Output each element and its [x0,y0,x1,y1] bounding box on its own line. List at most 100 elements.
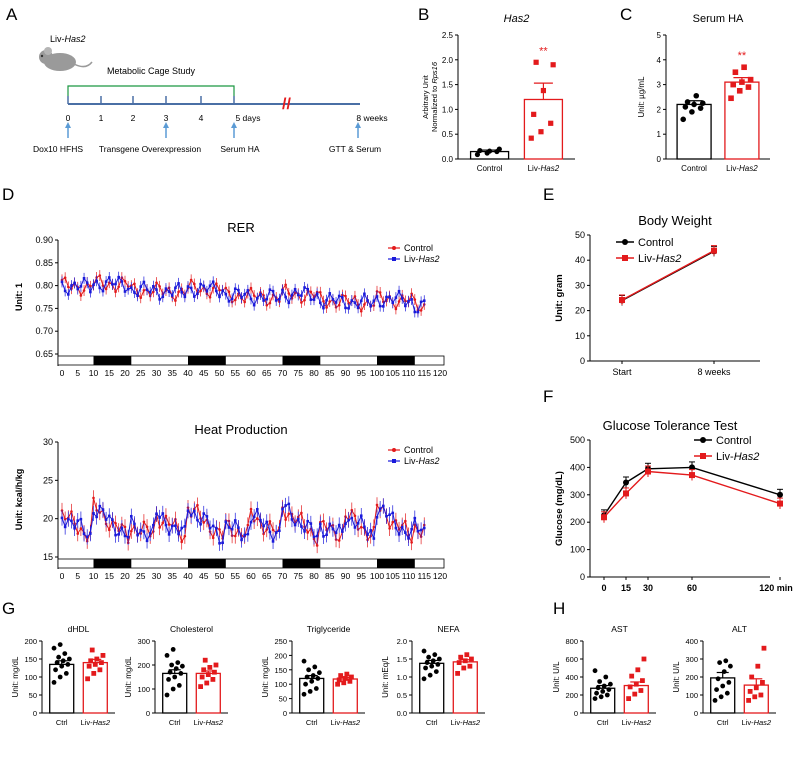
x-tick-label: Ctrl [306,718,318,727]
data-point [99,660,104,665]
data-point [633,681,639,687]
data-point [301,691,307,697]
x-tick-label: Liv-Has2 [193,718,223,727]
y-axis-label: Unit: mEq/L [381,656,390,698]
data-point [550,62,556,68]
data-point [433,669,439,674]
chart-title: Cholesterol [170,624,213,634]
data-point [94,656,100,662]
data-point [325,298,328,302]
data-point [199,522,202,526]
data-point [347,518,350,522]
data-point [760,680,765,685]
y-axis-label: Unit: U/L [552,661,561,693]
y-tick-label: 0.90 [35,235,53,245]
y-axis-label: Unit: mg/dL [11,656,20,697]
data-point [413,298,417,301]
data-point [227,300,231,303]
data-point [85,281,89,285]
chart-title: Has2 [504,13,530,25]
y-tick-label: 150 [274,666,287,675]
data-point [60,280,64,284]
data-point [691,101,697,108]
mouse-icon [39,47,93,71]
data-point [123,279,127,283]
data-point [592,668,598,674]
data-point [635,667,641,673]
data-point [730,81,737,88]
data-point [699,100,706,106]
data-point [736,88,743,94]
data-point [199,282,202,286]
data-point [375,503,379,507]
x-tick-label: 120 [433,368,447,378]
data-point [164,287,168,290]
alt-chart: ALT 0 100 200 300 400 Unit: U/L Ctrl Liv-Has2 [672,624,776,727]
y-tick-label: 100 [685,691,698,700]
data-point [287,292,291,295]
data-point [315,292,319,295]
y-tick-label: 1.0 [442,105,454,114]
data-point [540,87,547,94]
x-tick-label: 45 [199,368,209,378]
x-tick-label: Ctrl [597,718,609,727]
data-point [82,276,86,280]
data-point [204,680,210,686]
data-point [597,679,603,684]
legend-label: Liv-Has2 [404,254,440,264]
data-point [341,530,344,533]
data-point [430,658,436,664]
bar-1 [623,684,649,714]
data-point [139,296,143,300]
data-point [410,541,413,544]
y-tick-label: 200 [274,651,287,660]
data-point [353,514,357,518]
data-point [607,681,613,687]
data-point [432,652,438,658]
data-point [136,294,139,298]
data-point [334,301,338,304]
data-point [595,685,601,691]
y-tick-label: 25 [43,475,53,485]
data-point [174,299,177,302]
data-point [496,146,502,152]
data-point [92,496,95,500]
data-point [210,677,216,682]
data-point [201,667,207,673]
legend-label: Control [716,435,751,447]
data-point [337,303,341,307]
data-point [265,303,269,307]
data-point [689,472,695,479]
y-axis-label-2: Normalized to Rps16 [430,61,439,132]
x-tick-label: 70 [278,571,288,581]
y-tick-label: 3 [657,81,662,90]
data-point [117,533,120,536]
y-tick-label: 50 [575,230,585,240]
legend-marker [622,239,628,245]
data-point [268,520,272,523]
data-point [306,287,309,291]
y-tick-label: 100 [274,680,287,689]
legend-marker [392,459,396,463]
x-tick-label: Liv-Has2 [726,164,758,173]
data-point [183,295,187,299]
light-dark-bar [57,558,445,569]
data-point [410,298,413,301]
y-tick-label: 150 [24,655,37,664]
x-tick-label: 65 [262,368,272,378]
data-point [359,309,363,313]
data-point [193,295,196,298]
data-point [215,289,218,293]
data-point [179,663,185,669]
data-point [198,684,204,689]
y-tick-label: 1.0 [397,673,407,682]
legend-label: Liv-Has2 [638,253,681,265]
data-point [271,540,275,543]
legend-marker [700,437,706,443]
event-arrow-head [163,122,169,128]
data-point [404,531,407,534]
data-point [73,281,76,285]
data-point [145,539,149,543]
dark-period [93,356,132,365]
x-tick-label: 60 [687,583,697,593]
